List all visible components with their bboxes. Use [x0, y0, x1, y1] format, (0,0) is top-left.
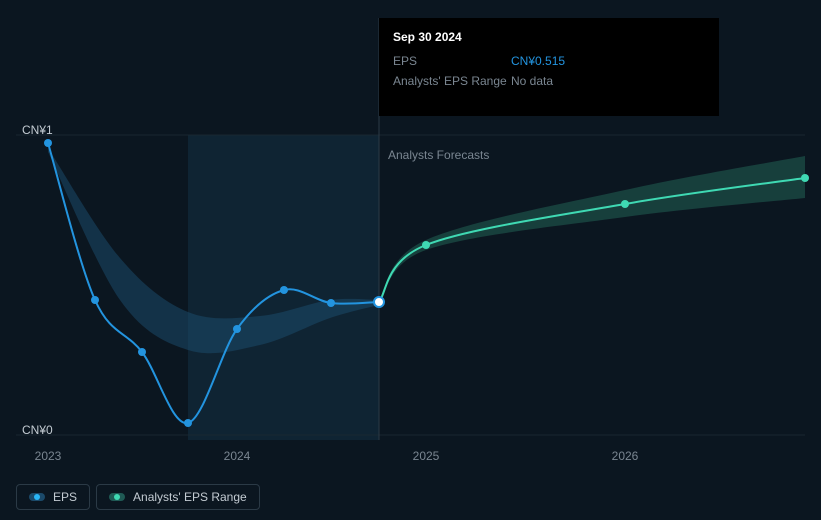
- y-axis-label: CN¥1: [22, 123, 53, 137]
- tooltip-row-range: Analysts' EPS Range No data: [393, 70, 705, 90]
- chart-legend: EPS Analysts' EPS Range: [16, 484, 260, 510]
- x-axis-label: 2025: [413, 449, 440, 463]
- eps-chart: Actual Analysts Forecasts CN¥1CN¥0 20232…: [0, 0, 821, 520]
- tooltip-value: CN¥0.515: [511, 50, 705, 70]
- tooltip-key: EPS: [393, 50, 511, 70]
- legend-item-range[interactable]: Analysts' EPS Range: [96, 484, 260, 510]
- x-axis-label: 2026: [612, 449, 639, 463]
- legend-label: EPS: [53, 490, 77, 504]
- legend-swatch-range: [109, 493, 125, 501]
- legend-swatch-eps: [29, 493, 45, 501]
- tooltip-date: Sep 30 2024: [393, 28, 705, 46]
- chart-tooltip: Sep 30 2024 EPS CN¥0.515 Analysts' EPS R…: [379, 18, 719, 116]
- tooltip-value: No data: [511, 70, 705, 90]
- legend-dot-icon: [34, 494, 40, 500]
- x-axis-label: 2023: [35, 449, 62, 463]
- legend-item-eps[interactable]: EPS: [16, 484, 90, 510]
- tooltip-table: EPS CN¥0.515 Analysts' EPS Range No data: [393, 50, 705, 90]
- x-axis-label: 2024: [224, 449, 251, 463]
- legend-dot-icon: [114, 494, 120, 500]
- tooltip-key: Analysts' EPS Range: [393, 70, 511, 90]
- tooltip-row-eps: EPS CN¥0.515: [393, 50, 705, 70]
- y-axis-label: CN¥0: [22, 423, 53, 437]
- legend-label: Analysts' EPS Range: [133, 490, 247, 504]
